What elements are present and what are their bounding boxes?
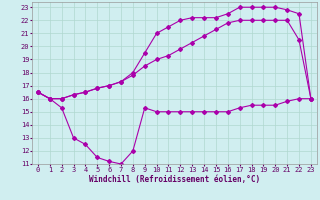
X-axis label: Windchill (Refroidissement éolien,°C): Windchill (Refroidissement éolien,°C): [89, 175, 260, 184]
